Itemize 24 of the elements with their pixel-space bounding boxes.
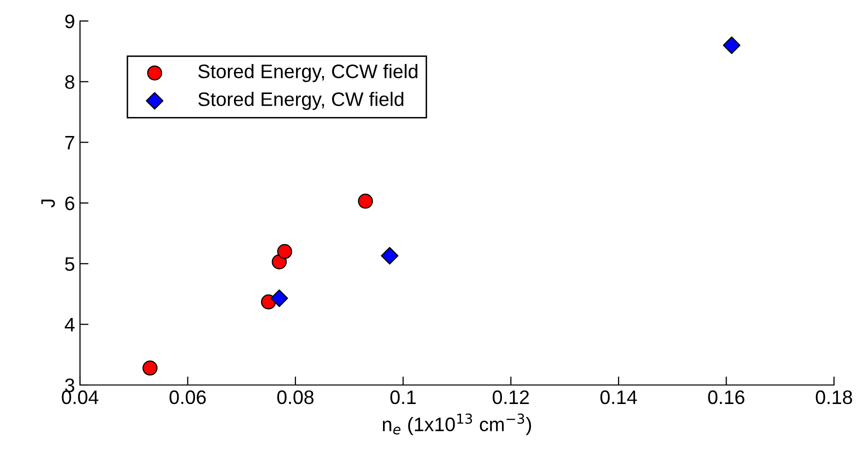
y-tick-label: 4 <box>64 318 75 332</box>
y-tick-label: 8 <box>65 75 74 89</box>
x-tick-label: 0.12 <box>492 390 529 404</box>
point <box>270 289 288 308</box>
point <box>277 244 292 260</box>
y-axis-title: J <box>41 200 55 208</box>
x-tick-label: 0.18 <box>816 390 852 404</box>
point <box>142 360 158 376</box>
y-tick-label: 6 <box>65 196 74 210</box>
x-tick-label: 0.08 <box>277 390 314 404</box>
y-tick-label: 5 <box>65 257 74 271</box>
x-tick-label: 0.04 <box>62 390 98 404</box>
x-tick-label: 0.16 <box>708 390 744 404</box>
x-axis-title: n$_{e}$ (1x10$^{13}$ cm$^{−3}$) <box>382 414 532 436</box>
y-tick-label: 7 <box>65 136 74 150</box>
y-tick-label: 9 <box>65 14 74 28</box>
point <box>722 36 740 54</box>
legend-label: Stored Energy, CCW field <box>198 64 418 82</box>
legend-label: Stored Energy, CW field <box>198 92 404 110</box>
x-tick-label: 0.1 <box>390 390 416 404</box>
x-tick-label: 0.14 <box>600 390 637 404</box>
point <box>358 194 373 209</box>
point <box>380 247 398 265</box>
x-tick-label: 0.06 <box>170 390 206 404</box>
